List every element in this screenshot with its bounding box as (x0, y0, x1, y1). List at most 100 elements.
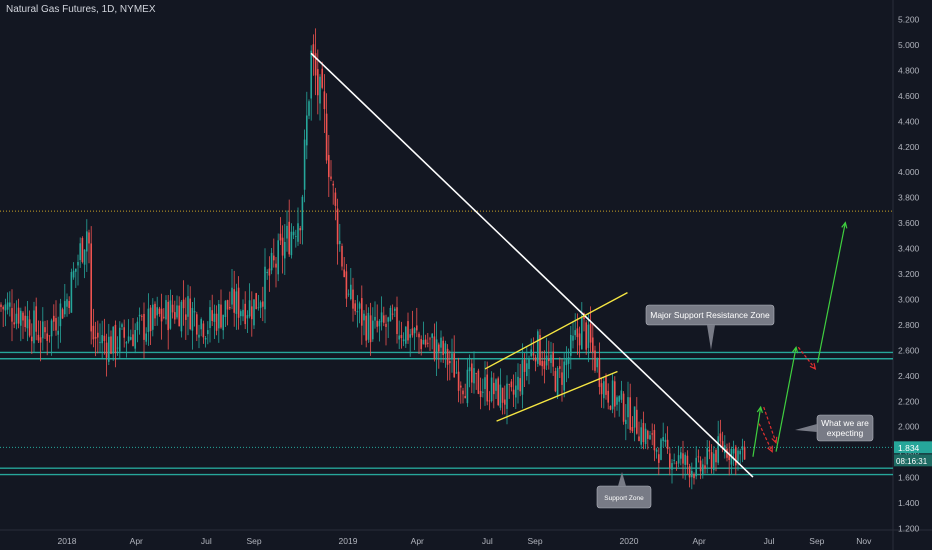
candle-body (345, 271, 348, 299)
candle-body (515, 385, 517, 398)
candle-body (361, 298, 363, 326)
candle-body (0, 304, 2, 307)
candle-body (466, 369, 469, 404)
candle-body (66, 299, 68, 307)
candle-body (532, 353, 535, 356)
candle-body (114, 324, 117, 354)
candle-body (6, 302, 9, 310)
candle-body (719, 433, 722, 442)
candle-body (319, 76, 321, 104)
candle-body (488, 400, 491, 402)
candle-body (198, 334, 200, 338)
last-price-badge (894, 441, 932, 454)
candle-body (303, 139, 306, 190)
candle-body (717, 436, 719, 463)
candle-body (363, 313, 365, 321)
candle-body (680, 452, 682, 459)
candle-body (534, 357, 537, 362)
arrow-shaft (817, 222, 846, 363)
candle-body (440, 337, 442, 348)
candle-body (231, 287, 233, 305)
y-tick-label: 1.600 (898, 473, 920, 483)
candle-body (295, 236, 297, 237)
x-tick-label: 2018 (58, 536, 77, 546)
x-tick-label: Sep (809, 536, 824, 546)
candle-body (677, 455, 680, 464)
candle-body (132, 334, 134, 346)
candle-body (396, 307, 398, 334)
candle-body (614, 381, 616, 407)
y-tick-label: 4.200 (898, 142, 920, 152)
candle-body (721, 441, 724, 450)
candle-body (405, 326, 407, 344)
candle-body (17, 307, 20, 324)
candle-body (136, 321, 139, 331)
candle-body (559, 366, 561, 369)
candle-body (464, 396, 466, 399)
candle-body (262, 301, 264, 307)
candle-body (510, 381, 513, 388)
candle-body (218, 304, 220, 329)
candle-body (279, 233, 282, 241)
candle-body (127, 336, 130, 342)
candle-body (277, 240, 279, 275)
arrow-head (841, 221, 848, 229)
candle-body (400, 334, 403, 339)
candle-body (200, 319, 202, 330)
candle-body (682, 453, 684, 464)
candle-body (651, 433, 653, 435)
candle-body (460, 385, 462, 388)
candle-body (517, 376, 519, 390)
callout-pointer (707, 325, 715, 350)
candle-body (655, 449, 658, 452)
candle-body (211, 310, 213, 322)
candle-body (101, 335, 103, 344)
candle-body (616, 397, 618, 405)
candle-body (154, 303, 156, 319)
candle-body (2, 306, 4, 310)
candle-body (625, 419, 627, 425)
candle-body (435, 339, 438, 360)
candle-body (264, 266, 266, 310)
candle-body (229, 307, 231, 309)
candle-body (178, 305, 180, 327)
candle-body (9, 302, 11, 307)
candle-body (433, 336, 436, 360)
candle-body (702, 464, 704, 475)
arrow-head (791, 345, 799, 354)
channel-upper-line (484, 291, 628, 370)
candle-body (42, 321, 44, 339)
candle-body (561, 372, 563, 385)
candle-body (589, 323, 592, 343)
candle-body (585, 322, 587, 350)
candle-body (735, 446, 737, 466)
candle-body (20, 310, 22, 326)
candle-body (486, 374, 488, 402)
candle-body (416, 325, 418, 331)
candle-body (273, 255, 275, 261)
candle-body (81, 238, 84, 262)
candle-body (196, 314, 198, 335)
candle-body (387, 317, 389, 322)
candle-body (413, 328, 416, 334)
candle-body (75, 268, 77, 272)
candle-body (4, 304, 7, 311)
candle-body (226, 300, 229, 310)
candle-body (653, 430, 656, 451)
y-tick-label: 2.400 (898, 371, 920, 381)
candle-body (325, 113, 328, 161)
candle-body (713, 453, 715, 471)
candle-body (130, 337, 132, 340)
candle-body (31, 336, 33, 342)
y-tick-label: 4.400 (898, 116, 920, 126)
candle-body (306, 115, 308, 146)
callout-pointer (795, 424, 817, 432)
candle-body (543, 361, 546, 370)
candle-body (301, 196, 304, 231)
candle-body (554, 371, 557, 392)
candle-body (281, 237, 284, 256)
candle-body (233, 289, 235, 313)
candle-body (259, 302, 262, 308)
candle-body (471, 363, 473, 383)
